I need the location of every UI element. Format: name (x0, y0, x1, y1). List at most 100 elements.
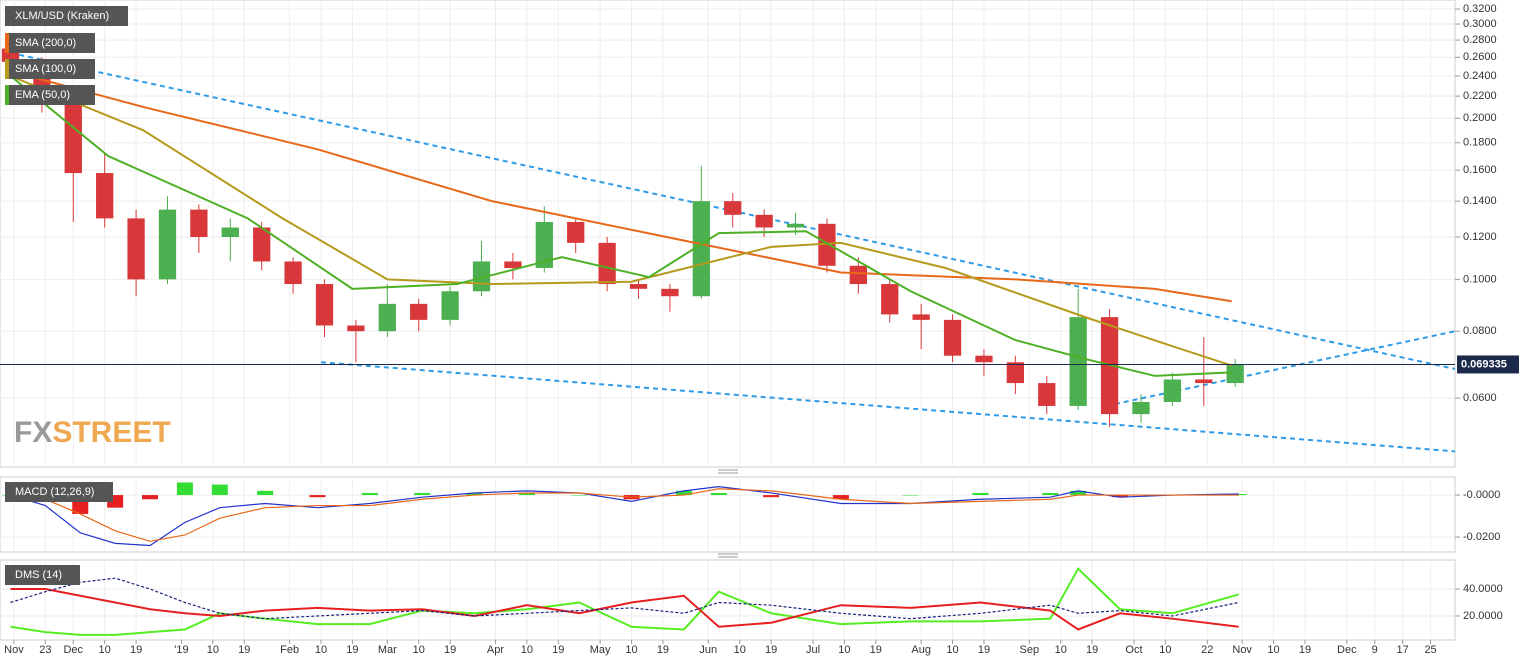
y-tick-label: 0.0600 (1463, 392, 1497, 404)
x-tick-label: 19 (1086, 644, 1098, 656)
x-tick-label: 22 (1201, 644, 1213, 656)
x-tick-label: 19 (238, 644, 250, 656)
trendline (1105, 330, 1456, 407)
x-tick-label: Nov (4, 644, 24, 656)
x-tick-label: '19 (174, 644, 188, 656)
histogram-bar (763, 495, 780, 498)
histogram-bar (1042, 492, 1059, 496)
x-tick-label: Aug (911, 644, 931, 656)
candle-body (158, 209, 177, 280)
legend-label: SMA (100,0) (15, 63, 76, 75)
legend-swatch (5, 59, 9, 79)
histogram-bar (1112, 495, 1129, 498)
x-tick-label: Dec (1337, 644, 1357, 656)
candle-body (598, 242, 616, 285)
y-tick-label: 0.0800 (1463, 325, 1497, 337)
x-tick-label: Jun (699, 644, 717, 656)
histogram-bar (361, 492, 378, 496)
candle-body (284, 261, 302, 285)
x-tick-label: Dec (63, 644, 83, 656)
candle-body (1038, 383, 1056, 406)
histogram-bar (414, 492, 431, 496)
x-tick-label: Oct (1125, 644, 1142, 656)
x-tick-label: Apr (487, 644, 504, 656)
dms-panel (0, 559, 1456, 641)
panel-handle[interactable] (718, 469, 738, 558)
y-tick-label: 0.1400 (1463, 195, 1497, 207)
candle-body (692, 201, 710, 297)
histogram-bar (211, 484, 228, 496)
x-tick-label: 10 (946, 644, 958, 656)
x-tick-label: 10 (99, 644, 111, 656)
histogram-bar (142, 495, 159, 500)
y-tick-label: 0.1000 (1463, 273, 1497, 285)
x-tick-label: 10 (207, 644, 219, 656)
x-tick-label: 19 (346, 644, 358, 656)
x-tick-label: 19 (552, 644, 564, 656)
histogram-bar (309, 495, 326, 498)
candle-body (127, 218, 145, 280)
candle-body (1163, 379, 1182, 402)
macd-line (10, 488, 1239, 542)
logo-street: STREET (52, 416, 170, 449)
histogram-bar (832, 495, 849, 500)
dms-line (10, 577, 1239, 620)
title-box (5, 482, 113, 502)
y-tick-label: -0.0000 (1463, 489, 1500, 501)
x-tick-label: Nov (1232, 644, 1252, 656)
candle-body (1226, 364, 1244, 384)
histogram-bar (675, 490, 692, 496)
x-tick-label: 10 (1055, 644, 1067, 656)
macd-line (10, 486, 1239, 547)
candle-body (1006, 362, 1024, 384)
x-tick-label: Mar (378, 644, 397, 656)
title-box (5, 565, 80, 585)
candle-body (818, 223, 836, 266)
candle-body (881, 284, 899, 315)
candle-body (347, 325, 365, 332)
last-price-label: 0.069335 (1461, 358, 1507, 370)
histogram-bar (902, 495, 919, 496)
x-tick-label: 19 (765, 644, 777, 656)
x-tick-label: 9 (1372, 644, 1378, 656)
x-tick-label: 10 (1267, 644, 1279, 656)
x-tick-label: 10 (413, 644, 425, 656)
candle-body (661, 288, 679, 297)
title-box (5, 6, 128, 26)
x-tick-label: 23 (39, 644, 51, 656)
y-tick-label: 0.1200 (1463, 231, 1497, 243)
legend-label: EMA (50,0) (15, 89, 70, 101)
x-tick-label: 17 (1397, 644, 1409, 656)
logo-fx: FX (14, 416, 52, 449)
x-tick-label: 19 (657, 644, 669, 656)
legend-box (5, 59, 95, 79)
y-tick-label: 0.1600 (1463, 164, 1497, 176)
legend-swatch (5, 33, 9, 53)
candle-body (504, 261, 522, 269)
x-tick-label: Sep (1020, 644, 1040, 656)
moving-average (10, 74, 1233, 367)
candle-body (64, 101, 82, 174)
candle-body (755, 214, 773, 228)
last-price-box (1457, 355, 1519, 374)
candle-body (629, 284, 648, 289)
candle-body (315, 284, 334, 326)
histogram-bar (176, 482, 193, 496)
x-tick-label: 10 (625, 644, 637, 656)
histogram-bar (257, 490, 274, 496)
candle-body (975, 355, 993, 363)
legend-box (5, 85, 95, 105)
candle-body (786, 223, 805, 228)
histogram-bar (571, 495, 588, 496)
y-tick-label: 40.0000 (1463, 583, 1503, 595)
candle-body (190, 209, 208, 237)
histogram-bar (972, 492, 989, 496)
moving-average (10, 70, 1232, 303)
dms-line (10, 588, 1239, 631)
histogram-bar (518, 492, 535, 496)
x-tick-label: 25 (1424, 644, 1436, 656)
y-tick-label: 0.3000 (1463, 18, 1497, 30)
y-tick-label: 0.2600 (1463, 51, 1497, 63)
candle-body (943, 319, 962, 356)
